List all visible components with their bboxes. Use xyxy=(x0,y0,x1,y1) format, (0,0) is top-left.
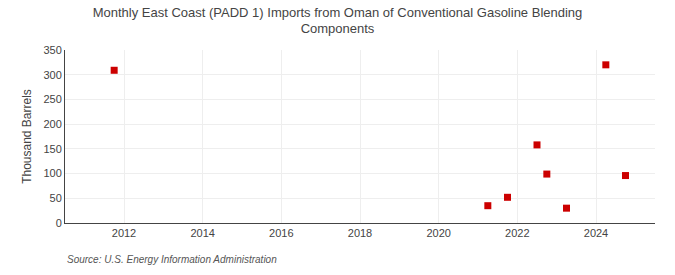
svg-text:2020: 2020 xyxy=(426,227,450,239)
svg-text:2012: 2012 xyxy=(112,227,136,239)
svg-text:2016: 2016 xyxy=(269,227,293,239)
svg-text:150: 150 xyxy=(43,143,61,155)
svg-text:Thousand Barrels: Thousand Barrels xyxy=(20,89,34,184)
svg-text:200: 200 xyxy=(43,118,61,130)
svg-text:350: 350 xyxy=(43,44,61,56)
svg-text:2014: 2014 xyxy=(190,227,214,239)
svg-text:Source: U.S. Energy Informatio: Source: U.S. Energy Information Administ… xyxy=(67,254,277,265)
svg-text:50: 50 xyxy=(50,192,62,204)
svg-text:2024: 2024 xyxy=(584,227,608,239)
svg-text:250: 250 xyxy=(43,93,61,105)
svg-text:100: 100 xyxy=(43,167,61,179)
svg-text:2022: 2022 xyxy=(505,227,529,239)
svg-text:Monthly East Coast (PADD 1) Im: Monthly East Coast (PADD 1) Imports from… xyxy=(93,5,583,37)
svg-text:0: 0 xyxy=(56,217,62,229)
svg-text:300: 300 xyxy=(43,69,61,81)
svg-text:2018: 2018 xyxy=(348,227,372,239)
